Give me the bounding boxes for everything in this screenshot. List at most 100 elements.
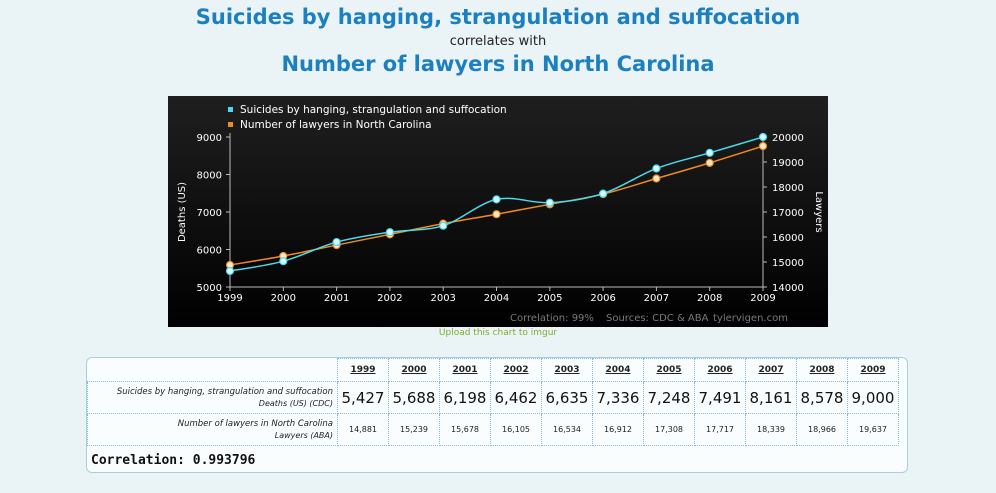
- x-tick-label: 2007: [644, 293, 669, 304]
- y2-tick-label: 19000: [772, 158, 804, 169]
- row-label-sub: Deaths (US) (CDC): [258, 398, 333, 408]
- y2-tick-label: 20000: [772, 133, 804, 144]
- suicides-series-line: [229, 136, 764, 272]
- row-label-main: Number of lawyers in North Carolina: [177, 418, 333, 429]
- y2-tick-label: 16000: [772, 233, 804, 244]
- x-tick-label: 2004: [484, 293, 509, 304]
- x-tick-label: 2003: [430, 293, 455, 304]
- table-cell: 5,688: [388, 381, 440, 414]
- data-table: 1999 2000 2001 2002 2003 2004 2005 2006 2007 2008…: [87, 358, 899, 446]
- table-cell: 7,248: [643, 381, 695, 414]
- table-cell: 7,336: [592, 381, 644, 414]
- y2-tick-label: 14000: [772, 283, 804, 294]
- table-cell: 16,534: [541, 413, 593, 446]
- table-cell: 7,491: [694, 381, 746, 414]
- table-cell: 19,637: [847, 413, 899, 446]
- table-cell: 17,308: [643, 413, 695, 446]
- suicides-point: [705, 148, 714, 157]
- table-cell: 16,912: [592, 413, 644, 446]
- lawyers-point: [652, 174, 661, 183]
- lawyers-point: [492, 210, 501, 219]
- y2-axis-label: Lawyers: [813, 191, 824, 232]
- table-cell: 8,578: [796, 381, 848, 414]
- y-tick-label: 7000: [197, 208, 222, 219]
- year-header: 2004: [592, 358, 644, 382]
- legend-marker: [228, 107, 233, 112]
- x-tick-label: 2008: [697, 293, 722, 304]
- year-header: 2006: [694, 358, 746, 382]
- lawyers-point: [705, 158, 714, 167]
- table-cell: 5,427: [337, 381, 389, 414]
- table-cell: 14,881: [337, 413, 389, 446]
- data-table-panel: 1999 2000 2001 2002 2003 2004 2005 2006 2007 2008…: [86, 357, 908, 473]
- y-tick-label: 9000: [197, 133, 222, 144]
- suicides-point: [332, 237, 341, 247]
- x-tick-label: 2000: [271, 293, 296, 304]
- row-label-sub: Lawyers (ABA): [274, 430, 333, 440]
- row-label: Suicides by hanging, strangulation and s…: [87, 381, 338, 414]
- suicides-point: [225, 266, 235, 276]
- correlates-with-text: correlates with: [449, 34, 547, 49]
- table-cell: 9,000: [847, 381, 899, 414]
- correlation-value: Correlation: 0.993796: [91, 453, 256, 468]
- footer-correlation: Correlation: 99%: [510, 313, 594, 324]
- y2-tick-label: 18000: [772, 183, 804, 194]
- table-cell: 18,966: [796, 413, 848, 446]
- suicides-point: [652, 164, 661, 173]
- year-header-row: 1999 2000 2001 2002 2003 2004 2005 2006 2007 2008…: [87, 358, 899, 382]
- year-header: 2002: [490, 358, 542, 382]
- y-axis-label: Deaths (US): [177, 182, 188, 242]
- row-label: Number of lawyers in North Carolina Lawy…: [87, 413, 338, 446]
- table-cell: 6,635: [541, 381, 593, 414]
- x-tick-label: 2002: [377, 293, 402, 304]
- suicides-point: [385, 228, 394, 237]
- row-label-main: Suicides by hanging, strangulation and s…: [116, 386, 333, 397]
- lawyers-series-line: [229, 145, 764, 266]
- y-tick-label: 6000: [197, 246, 222, 257]
- upload-imgur-link[interactable]: Upload this chart to imgur: [438, 328, 558, 338]
- suicides-point: [492, 195, 501, 204]
- year-header: 2007: [745, 358, 797, 382]
- header-blank: [87, 358, 338, 382]
- suicides-point: [439, 221, 448, 230]
- suicides-point: [758, 132, 768, 142]
- year-header: 2005: [643, 358, 695, 382]
- y-tick-label: 8000: [197, 171, 222, 182]
- year-header: 2009: [847, 358, 899, 382]
- legend-label: Number of lawyers in North Carolina: [240, 119, 432, 131]
- x-tick-label: 2001: [324, 293, 349, 304]
- footer-sources: Sources: CDC & ABA: [606, 313, 709, 324]
- x-tick-label: 2009: [750, 293, 775, 304]
- table-row: Number of lawyers in North Carolina Lawy…: [87, 413, 899, 446]
- table-cell: 17,717: [694, 413, 746, 446]
- lawyers-point: [758, 141, 768, 151]
- year-header: 2000: [388, 358, 440, 382]
- legend-label: Suicides by hanging, strangulation and s…: [240, 104, 507, 116]
- year-header: 2003: [541, 358, 593, 382]
- table-cell: 18,339: [745, 413, 797, 446]
- suicides-point: [545, 198, 554, 207]
- legend-marker: [228, 122, 233, 127]
- x-tick-label: 2005: [537, 293, 562, 304]
- x-tick-label: 1999: [217, 293, 242, 304]
- y2-tick-label: 17000: [772, 208, 804, 219]
- table-cell: 16,105: [490, 413, 542, 446]
- year-header: 2001: [439, 358, 491, 382]
- chart-title-primary: Suicides by hanging, strangulation and s…: [195, 5, 801, 29]
- x-tick-label: 2006: [590, 293, 615, 304]
- year-header: 2008: [796, 358, 848, 382]
- y2-tick-label: 15000: [772, 258, 804, 269]
- chart-area: 1999 2000 2001 2002 2003 2004 2005 2006 2007 2008…: [168, 96, 828, 327]
- y-tick-label: 5000: [197, 283, 222, 294]
- table-cell: 15,239: [388, 413, 440, 446]
- table-cell: 6,198: [439, 381, 491, 414]
- table-row: Suicides by hanging, strangulation and s…: [87, 381, 899, 414]
- footer-site: tylervigen.com: [713, 313, 788, 324]
- suicides-point: [599, 189, 608, 198]
- table-cell: 6,462: [490, 381, 542, 414]
- table-cell: 8,161: [745, 381, 797, 414]
- table-cell: 15,678: [439, 413, 491, 446]
- suicides-point: [279, 257, 288, 266]
- year-header: 1999: [337, 358, 389, 382]
- chart-title-secondary: Number of lawyers in North Carolina: [281, 52, 715, 76]
